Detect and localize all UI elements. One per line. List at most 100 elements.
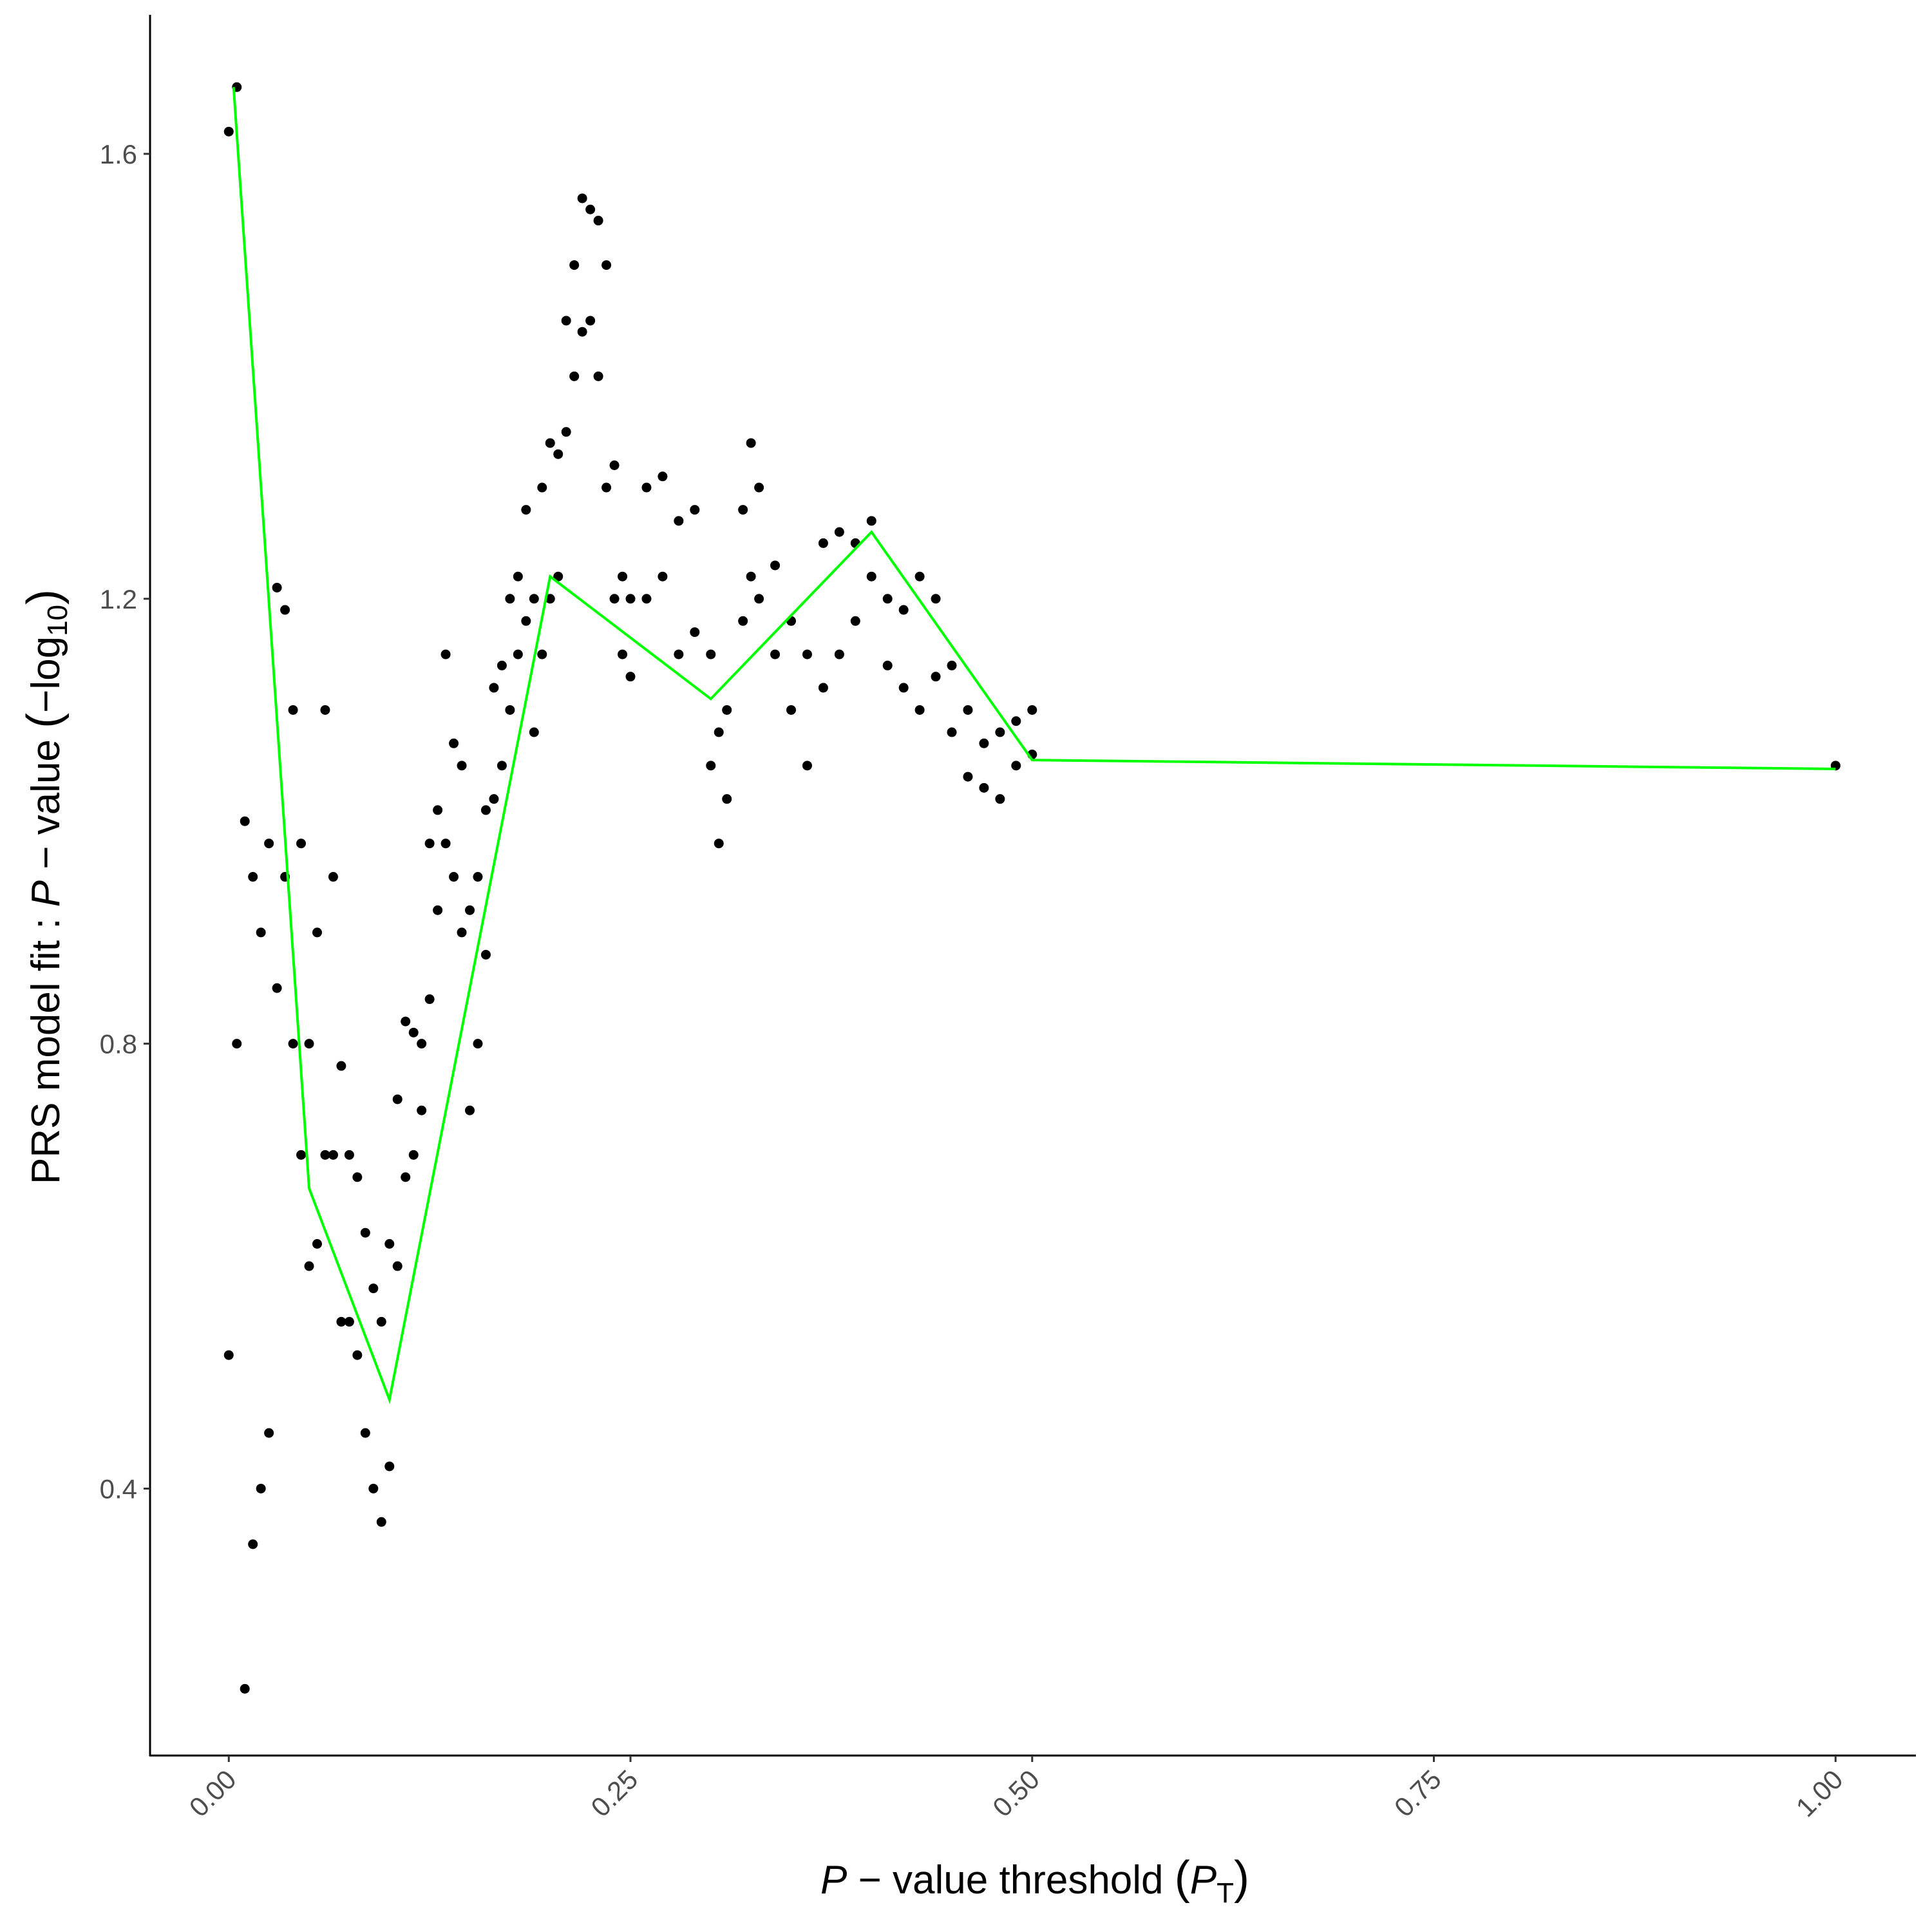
point (344, 1316, 354, 1327)
point (497, 660, 507, 670)
point (625, 594, 636, 604)
point (256, 1483, 266, 1493)
point (480, 805, 491, 815)
point (818, 538, 828, 548)
point (834, 649, 844, 659)
point (392, 1094, 402, 1104)
point (521, 505, 531, 515)
point (384, 1461, 395, 1472)
point (786, 705, 797, 715)
point (625, 672, 636, 682)
y-title-part: PRS model fit : (24, 907, 68, 1184)
point (440, 649, 451, 659)
point (1011, 716, 1021, 726)
y-tick-label: 1.2 (100, 584, 137, 614)
point (947, 660, 957, 670)
point (401, 1016, 411, 1027)
point (914, 571, 925, 582)
point (770, 649, 781, 659)
point (320, 705, 330, 715)
y-title-part: ) (18, 589, 70, 605)
point (770, 560, 781, 571)
point (963, 772, 973, 782)
point (850, 616, 860, 626)
point (802, 761, 812, 771)
point (882, 594, 893, 604)
point (585, 316, 596, 326)
x-tick-label: 1.00 (1790, 1764, 1849, 1823)
point (746, 571, 756, 582)
y-title-part: ( (18, 713, 70, 728)
point (360, 1428, 370, 1438)
point (424, 838, 435, 849)
point (288, 1039, 298, 1049)
point (722, 705, 732, 715)
point (352, 1350, 363, 1360)
point (417, 1039, 427, 1049)
point (529, 594, 539, 604)
point (352, 1172, 363, 1182)
point (866, 516, 876, 526)
point (489, 683, 499, 693)
point (328, 872, 338, 882)
point (368, 1483, 379, 1493)
point (569, 260, 580, 270)
point (746, 438, 756, 448)
point (480, 949, 491, 960)
x-tick-label: 0.75 (1388, 1764, 1447, 1823)
y-axis-title: PRS model fit : P − value (−log10) (18, 589, 73, 1184)
point (601, 482, 612, 493)
point (513, 571, 523, 582)
point (240, 1683, 250, 1694)
y-tick-label: 0.8 (100, 1029, 137, 1059)
point (995, 794, 1005, 804)
point (248, 1539, 258, 1549)
point (264, 1428, 274, 1438)
point (674, 516, 684, 526)
x-tick-label: 0.00 (184, 1764, 242, 1823)
x-axis-title: P − value threshold (PT) (820, 1852, 1249, 1909)
point (722, 794, 732, 804)
point (376, 1316, 386, 1327)
point (609, 460, 620, 470)
point (561, 427, 571, 437)
x-title-part: P (820, 1858, 847, 1902)
point (593, 216, 603, 226)
point (505, 705, 515, 715)
point (1027, 705, 1037, 715)
point (256, 927, 266, 938)
x-tick-label: 0.50 (987, 1764, 1045, 1823)
point (738, 505, 748, 515)
line (232, 87, 1836, 1405)
point (529, 727, 539, 737)
point (674, 649, 684, 659)
point (561, 316, 571, 326)
y-title-part: P (24, 880, 68, 907)
point (641, 482, 652, 493)
point (368, 1283, 379, 1294)
point (577, 193, 587, 204)
point (802, 649, 812, 659)
point (1011, 761, 1021, 771)
point (312, 1239, 322, 1249)
point (296, 838, 307, 849)
y-title-part: 10 (42, 605, 73, 636)
point (714, 838, 724, 849)
point (360, 1227, 370, 1238)
point (328, 1150, 338, 1160)
point (465, 905, 475, 915)
x-tick-label: 0.25 (585, 1764, 643, 1823)
point (304, 1039, 314, 1049)
point (408, 1027, 419, 1037)
point (609, 594, 620, 604)
point (898, 605, 909, 615)
point (706, 649, 716, 659)
point (240, 816, 250, 826)
point (248, 872, 258, 882)
point (569, 371, 580, 381)
point (601, 260, 612, 270)
point (658, 471, 668, 482)
point (376, 1517, 386, 1527)
